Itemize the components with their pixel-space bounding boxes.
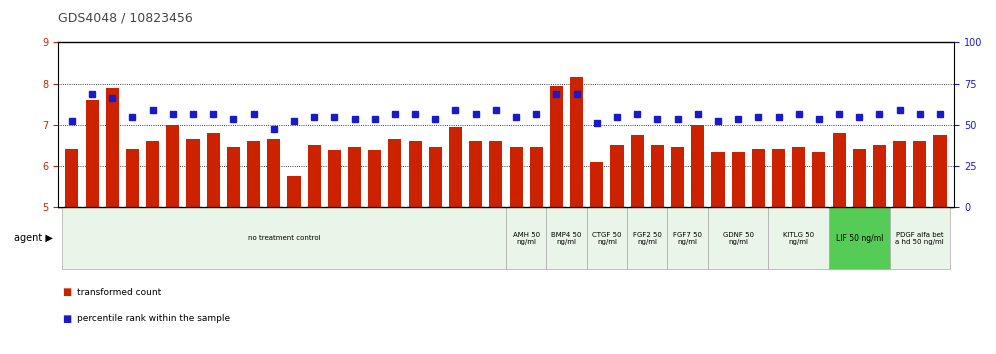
Text: percentile rank within the sample: percentile rank within the sample: [77, 314, 230, 323]
Bar: [570, 78, 584, 207]
Bar: [388, 139, 401, 207]
Bar: [86, 100, 99, 207]
Bar: [591, 162, 604, 207]
Bar: [146, 141, 159, 207]
Bar: [206, 133, 220, 207]
Bar: [247, 141, 260, 207]
Bar: [611, 145, 623, 207]
Text: FGF7 50
ng/ml: FGF7 50 ng/ml: [673, 232, 702, 245]
Bar: [732, 152, 745, 207]
Bar: [348, 147, 362, 207]
Bar: [833, 133, 846, 207]
Bar: [267, 139, 280, 207]
Text: PDGF alfa bet
a hd 50 ng/ml: PDGF alfa bet a hd 50 ng/ml: [895, 232, 944, 245]
Text: CTGF 50
ng/ml: CTGF 50 ng/ml: [593, 232, 622, 245]
Bar: [428, 147, 442, 207]
Text: KITLG 50
ng/ml: KITLG 50 ng/ml: [783, 232, 815, 245]
Bar: [627, 207, 667, 269]
Bar: [813, 152, 826, 207]
Text: no treatment control: no treatment control: [248, 235, 320, 241]
Text: GDNF 50
ng/ml: GDNF 50 ng/ml: [723, 232, 754, 245]
Text: AMH 50
ng/ml: AMH 50 ng/ml: [513, 232, 540, 245]
Bar: [667, 207, 708, 269]
Bar: [166, 125, 179, 207]
Bar: [913, 141, 926, 207]
Bar: [752, 149, 765, 207]
Bar: [550, 86, 563, 207]
Bar: [708, 207, 769, 269]
Text: ■: ■: [62, 287, 71, 297]
Bar: [489, 141, 502, 207]
Bar: [772, 149, 785, 207]
Bar: [889, 207, 950, 269]
Bar: [308, 145, 321, 207]
Bar: [369, 150, 381, 207]
Bar: [530, 147, 543, 207]
Bar: [506, 207, 547, 269]
Bar: [62, 207, 506, 269]
Bar: [186, 139, 199, 207]
Bar: [711, 152, 724, 207]
Text: LIF 50 ng/ml: LIF 50 ng/ml: [836, 234, 883, 242]
Bar: [547, 207, 587, 269]
Bar: [933, 135, 946, 207]
Bar: [691, 125, 704, 207]
Bar: [288, 176, 301, 207]
Text: ■: ■: [62, 314, 71, 324]
Bar: [650, 145, 664, 207]
Bar: [829, 207, 889, 269]
Text: FGF2 50
ng/ml: FGF2 50 ng/ml: [632, 232, 661, 245]
Bar: [853, 149, 866, 207]
Bar: [227, 147, 240, 207]
Bar: [671, 147, 684, 207]
Bar: [328, 150, 341, 207]
Bar: [769, 207, 829, 269]
Bar: [449, 127, 462, 207]
Bar: [587, 207, 627, 269]
Bar: [408, 141, 421, 207]
Bar: [510, 147, 523, 207]
Bar: [106, 88, 119, 207]
Bar: [66, 149, 79, 207]
Text: GDS4048 / 10823456: GDS4048 / 10823456: [58, 12, 192, 25]
Bar: [792, 147, 806, 207]
Text: transformed count: transformed count: [77, 287, 161, 297]
Bar: [469, 141, 482, 207]
Text: agent ▶: agent ▶: [14, 233, 53, 243]
Bar: [125, 149, 139, 207]
Bar: [893, 141, 906, 207]
Text: BMP4 50
ng/ml: BMP4 50 ng/ml: [552, 232, 582, 245]
Bar: [630, 135, 643, 207]
Bar: [872, 145, 886, 207]
